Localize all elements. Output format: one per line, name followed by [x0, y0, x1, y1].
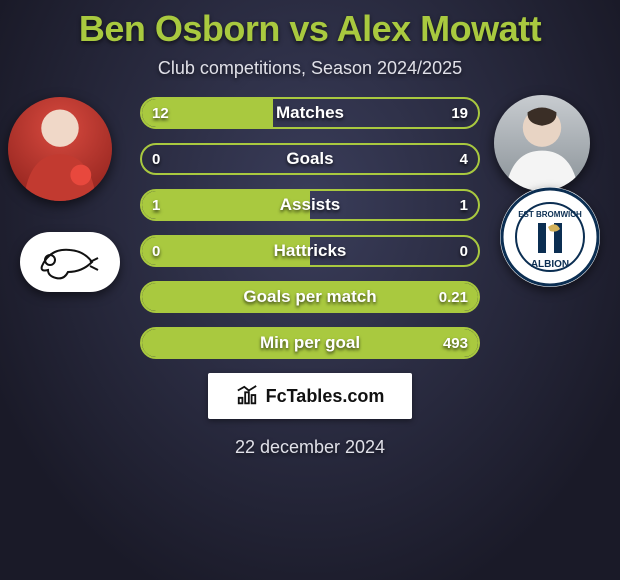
stat-left-value: 0 [152, 243, 160, 260]
brand-footer-box[interactable]: FcTables.com [208, 373, 413, 419]
stat-label: Hattricks [274, 241, 347, 261]
stat-left-value: 12 [152, 105, 169, 122]
player-left-avatar-bg [8, 97, 112, 201]
stat-label: Assists [280, 195, 340, 215]
player-left-silhouette-icon [8, 97, 112, 201]
club-badge-right: EST BROMWICH ALBION [500, 187, 600, 287]
stat-right-value: 0.21 [439, 289, 468, 306]
footer-date: 22 december 2024 [235, 437, 385, 458]
stat-right-value: 0 [460, 243, 468, 260]
page-title: Ben Osborn vs Alex Mowatt [79, 8, 541, 50]
stat-row-hattricks: 0 Hattricks 0 [140, 235, 480, 267]
west-brom-badge-icon: EST BROMWICH ALBION [500, 187, 600, 287]
club-badge-left [20, 232, 120, 292]
chart-icon [236, 385, 258, 407]
stat-right-value: 1 [460, 197, 468, 214]
stat-row-min_per_goal: Min per goal 493 [140, 327, 480, 359]
page-subtitle: Club competitions, Season 2024/2025 [158, 58, 462, 79]
stat-label: Matches [276, 103, 344, 123]
player-right-silhouette-icon [494, 95, 590, 191]
derby-ram-icon [20, 232, 120, 292]
stat-row-assists: 1 Assists 1 [140, 189, 480, 221]
stat-right-value: 19 [451, 105, 468, 122]
stat-label: Goals [286, 149, 333, 169]
stat-bars: 12 Matches 19 0 Goals 4 1 Assists 1 0 Hattricks 0 Go… [140, 97, 480, 359]
stat-row-matches: 12 Matches 19 [140, 97, 480, 129]
stat-row-goals: 0 Goals 4 [140, 143, 480, 175]
stat-row-goals_per_match: Goals per match 0.21 [140, 281, 480, 313]
comparison-card: Ben Osborn vs Alex Mowatt Club competiti… [0, 0, 620, 580]
stat-label: Min per goal [260, 333, 360, 353]
brand-label: FcTables.com [266, 386, 385, 407]
stat-label: Goals per match [243, 287, 376, 307]
player-left-avatar [8, 97, 112, 201]
svg-text:ALBION: ALBION [531, 259, 569, 270]
stat-left-value: 0 [152, 151, 160, 168]
mid-section: EST BROMWICH ALBION 12 Matches 19 0 Goals 4 1 A… [0, 97, 620, 359]
stat-right-value: 4 [460, 151, 468, 168]
player-right-avatar [494, 95, 590, 191]
stat-right-value: 493 [443, 335, 468, 352]
stat-left-value: 1 [152, 197, 160, 214]
player-right-avatar-bg [494, 95, 590, 191]
svg-text:EST BROMWICH: EST BROMWICH [518, 210, 582, 219]
